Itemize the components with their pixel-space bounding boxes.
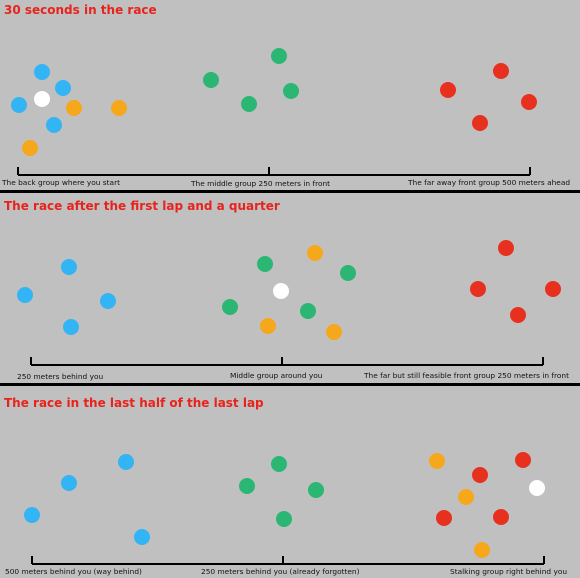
runner-green	[271, 48, 287, 64]
runner-red	[493, 509, 509, 525]
caption-front-group: The far away front group 500 meters ahea…	[408, 178, 571, 187]
panel-3: The race in the last half of the last la…	[0, 392, 580, 578]
runner-blue	[55, 80, 71, 96]
caption-front-group: Stalking group right behind you	[450, 567, 568, 576]
runner-blue	[34, 64, 50, 80]
runner-blue	[100, 293, 116, 309]
runner-blue	[61, 475, 77, 491]
distance-axis	[30, 357, 544, 366]
runner-red	[498, 240, 514, 256]
caption-front-group: The far but still feasible front group 2…	[364, 371, 570, 380]
runner-blue	[46, 117, 62, 133]
runner-orange	[458, 489, 474, 505]
runner-orange	[66, 100, 82, 116]
runner-you	[34, 91, 50, 107]
runner-blue	[134, 529, 150, 545]
runner-green	[308, 482, 324, 498]
runners-middle-group	[239, 456, 324, 527]
runner-green	[300, 303, 316, 319]
runner-red	[470, 281, 486, 297]
caption-back-group: The back group where you start	[2, 178, 121, 187]
panel-2-diagram	[17, 240, 561, 366]
runner-blue	[118, 454, 134, 470]
runner-green	[257, 256, 273, 272]
runners-middle-group	[222, 245, 356, 340]
runner-you	[273, 283, 289, 299]
runner-green	[283, 83, 299, 99]
runner-green	[276, 511, 292, 527]
panel-title: The race in the last half of the last la…	[4, 396, 264, 410]
runners-front-group	[470, 240, 561, 323]
runner-orange	[22, 140, 38, 156]
caption-back-group: 250 meters behind you	[17, 372, 104, 381]
runner-orange	[307, 245, 323, 261]
runner-red	[472, 467, 488, 483]
panel-3-diagram	[24, 452, 545, 565]
runner-orange	[326, 324, 342, 340]
caption-middle-group: The middle group 250 meters in front	[191, 179, 331, 188]
panel-title: The race after the first lap and a quart…	[4, 199, 280, 213]
runner-green	[241, 96, 257, 112]
runner-red	[510, 307, 526, 323]
panel-title: 30 seconds in the race	[4, 3, 157, 17]
runner-red	[545, 281, 561, 297]
runner-red	[472, 115, 488, 131]
runner-red	[515, 452, 531, 468]
panel-2: The race after the first lap and a quart…	[0, 196, 580, 382]
runner-green	[222, 299, 238, 315]
runner-green	[271, 456, 287, 472]
runner-orange	[429, 453, 445, 469]
runners-front-group	[429, 452, 545, 558]
panel-1-diagram	[11, 48, 537, 176]
caption-middle-group: 250 meters behind you (already forgotten…	[201, 567, 360, 576]
runners-front-group	[440, 63, 537, 131]
caption-back-group: 500 meters behind you (way behind)	[5, 567, 142, 576]
runners-back-group	[24, 454, 150, 545]
separator	[0, 383, 580, 386]
runner-orange	[260, 318, 276, 334]
runner-blue	[17, 287, 33, 303]
runner-red	[440, 82, 456, 98]
distance-axis	[17, 167, 531, 176]
runner-blue	[61, 259, 77, 275]
distance-axis	[31, 556, 545, 565]
separator	[0, 190, 580, 193]
runner-green	[203, 72, 219, 88]
caption-middle-group: Middle group around you	[230, 371, 323, 380]
runners-middle-group	[203, 48, 299, 112]
runner-blue	[11, 97, 27, 113]
runner-red	[436, 510, 452, 526]
panel-1: 30 seconds in the race The back group wh…	[0, 0, 580, 190]
runner-green	[340, 265, 356, 281]
runner-blue	[24, 507, 40, 523]
runner-red	[493, 63, 509, 79]
runner-you	[529, 480, 545, 496]
runners-back-group	[17, 259, 116, 335]
runners-back-group	[11, 64, 127, 156]
runner-orange	[474, 542, 490, 558]
runner-green	[239, 478, 255, 494]
runner-blue	[63, 319, 79, 335]
runner-red	[521, 94, 537, 110]
runner-orange	[111, 100, 127, 116]
